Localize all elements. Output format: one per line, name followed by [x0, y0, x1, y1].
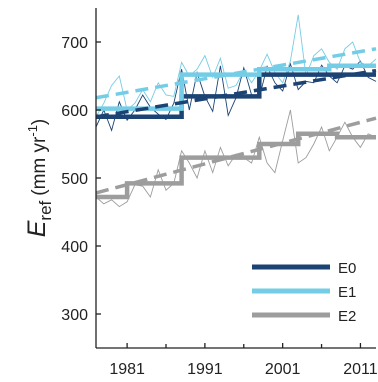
series-e2-trend-line — [95, 116, 377, 195]
y-tick-label: 400 — [61, 239, 88, 256]
y-axis-title-units-sup: -1 — [25, 125, 40, 137]
y-tick-label: 500 — [61, 171, 88, 188]
plot-area — [95, 14, 377, 208]
series-e1-trend-line — [95, 47, 377, 100]
x-tick-label: 1991 — [187, 361, 223, 378]
y-axis-title-units-pre: (mm yr — [29, 136, 50, 196]
ticks: 300 400 500 600 700 1981 1991 2001 2011 — [61, 35, 377, 378]
y-axis-title-units-post: ) — [29, 119, 50, 125]
y-axis-title-main: E — [23, 220, 51, 237]
legend-label-e1: E1 — [338, 284, 356, 301]
x-tick-label: 2001 — [265, 361, 301, 378]
y-axis-title-sub: ref — [36, 200, 55, 220]
y-tick-label: 700 — [61, 35, 88, 52]
x-tick-label: 1981 — [109, 361, 145, 378]
legend-label-e2: E2 — [338, 308, 356, 325]
y-tick-label: 600 — [61, 103, 88, 120]
legend-label-e0: E0 — [338, 260, 356, 277]
legend: E0 E1 E2 — [252, 260, 356, 325]
y-axis-title: Eref (mm yr-1) — [23, 119, 55, 238]
y-tick-label: 300 — [61, 307, 88, 324]
axes — [95, 8, 376, 349]
x-tick-label: 2011 — [343, 361, 378, 378]
series-e0-trend-line — [95, 68, 377, 119]
